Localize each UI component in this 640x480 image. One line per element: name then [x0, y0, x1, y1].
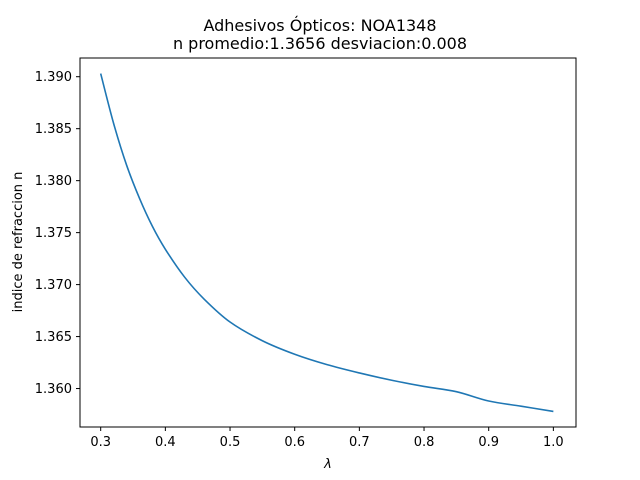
- y-tick-label: 1.385: [35, 122, 72, 137]
- x-axis-label: λ: [323, 457, 332, 472]
- x-tick-label: 0.9: [478, 435, 499, 450]
- plot-area: [79, 57, 577, 428]
- x-tick-label: 0.8: [414, 435, 435, 450]
- refractive-index-line: [99, 73, 554, 413]
- y-axis-label: indice de refraccion n: [11, 172, 26, 313]
- y-tick-label: 1.360: [35, 382, 72, 397]
- x-tick-label: 0.3: [90, 435, 111, 450]
- y-tick-label: 1.375: [35, 226, 72, 241]
- x-tick-label: 0.7: [349, 435, 370, 450]
- x-tick-label: 1.0: [543, 435, 564, 450]
- y-axis-ticks: 1.360 1.365 1.370 1.375 1.380 1.385 1.390: [35, 70, 80, 397]
- y-tick-label: 1.370: [35, 278, 72, 293]
- x-tick-label: 0.4: [155, 435, 176, 450]
- y-tick-label: 1.390: [35, 70, 72, 85]
- chart-subtitle: n promedio:1.3656 desviacion:0.008: [173, 34, 467, 53]
- chart-title: Adhesivos Ópticos: NOA1348: [203, 16, 436, 35]
- x-axis-ticks: 0.3 0.4 0.5 0.6 0.7 0.8 0.9 1.0: [90, 427, 564, 450]
- x-tick-label: 0.5: [220, 435, 241, 450]
- y-tick-label: 1.380: [35, 174, 72, 189]
- x-tick-label: 0.6: [284, 435, 305, 450]
- y-tick-label: 1.365: [35, 330, 72, 345]
